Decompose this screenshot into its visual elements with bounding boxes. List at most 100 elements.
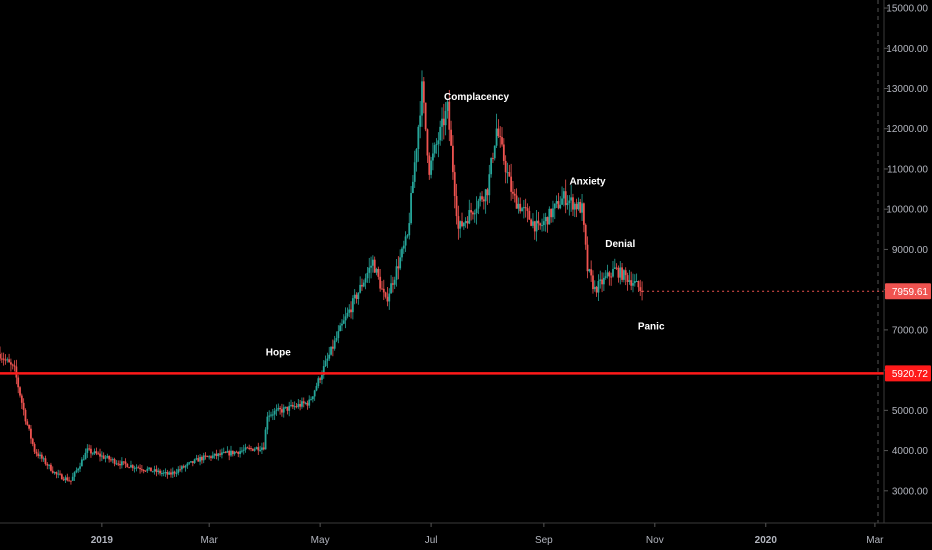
candle bbox=[512, 180, 514, 199]
candle-body bbox=[266, 416, 269, 430]
candle-body bbox=[328, 354, 331, 359]
candle bbox=[246, 446, 249, 449]
candle bbox=[68, 476, 71, 482]
candle-body bbox=[499, 136, 502, 138]
candle bbox=[391, 276, 394, 293]
annotation-denial[interactable]: Denial bbox=[605, 239, 635, 250]
candle bbox=[602, 272, 605, 291]
candle-body bbox=[208, 456, 211, 458]
annotation-complacency[interactable]: Complacency bbox=[444, 92, 509, 103]
candle bbox=[408, 212, 411, 240]
price-tick-label: 4000.00 bbox=[892, 446, 929, 457]
candle-body bbox=[146, 468, 149, 471]
candle bbox=[399, 249, 402, 271]
candle bbox=[228, 449, 231, 461]
annotation-hope[interactable]: Hope bbox=[266, 348, 291, 359]
candle-body bbox=[530, 219, 533, 226]
candle-body bbox=[593, 286, 596, 290]
candle bbox=[637, 280, 640, 293]
candle bbox=[80, 457, 83, 467]
candle bbox=[297, 398, 300, 409]
candle bbox=[628, 269, 631, 285]
candle bbox=[457, 205, 460, 240]
candle bbox=[370, 256, 372, 279]
price-tick-label: 11000.00 bbox=[887, 164, 928, 175]
candle bbox=[193, 458, 196, 464]
candle bbox=[319, 376, 322, 384]
candle-body bbox=[397, 266, 400, 269]
candle bbox=[324, 355, 327, 368]
candle bbox=[148, 467, 151, 471]
candle bbox=[624, 267, 627, 286]
candle bbox=[264, 427, 267, 450]
candle-body bbox=[97, 453, 100, 455]
candle bbox=[421, 70, 423, 127]
candle bbox=[375, 267, 378, 276]
candle-body bbox=[111, 459, 114, 461]
candle bbox=[157, 467, 160, 475]
candle bbox=[175, 468, 178, 477]
candle-body bbox=[157, 470, 160, 473]
candle bbox=[615, 263, 618, 270]
candle bbox=[355, 292, 358, 304]
candle-body bbox=[366, 272, 369, 279]
candle-body bbox=[137, 467, 140, 469]
candle bbox=[266, 411, 269, 435]
annotation-panic[interactable]: Panic bbox=[638, 321, 665, 332]
candle-body bbox=[628, 280, 631, 282]
candle-body bbox=[619, 267, 622, 278]
candle bbox=[341, 319, 343, 331]
candle bbox=[162, 469, 165, 477]
candle-body bbox=[166, 472, 169, 475]
candle-body bbox=[533, 221, 536, 232]
support-price-label: 5920.72 bbox=[892, 369, 929, 380]
candle bbox=[322, 360, 325, 379]
candle bbox=[128, 466, 131, 469]
candle bbox=[304, 401, 307, 405]
candle-body bbox=[635, 281, 638, 283]
candle bbox=[90, 445, 92, 458]
candle bbox=[95, 447, 98, 456]
candle-body bbox=[470, 210, 472, 213]
candle-body bbox=[106, 456, 109, 458]
candle bbox=[284, 406, 287, 409]
candle bbox=[153, 465, 156, 475]
candle-body bbox=[170, 472, 172, 475]
candle-body bbox=[268, 415, 271, 417]
candle-body bbox=[160, 473, 163, 475]
candle-body bbox=[64, 477, 67, 481]
candle-body bbox=[548, 208, 551, 225]
candle bbox=[601, 272, 603, 293]
candle-body bbox=[541, 225, 543, 227]
candle-body bbox=[0, 354, 1, 359]
candle-body bbox=[572, 197, 574, 210]
candle bbox=[302, 397, 305, 408]
price-tick-label: 12000.00 bbox=[886, 124, 928, 135]
candle-body bbox=[102, 455, 105, 459]
candle-body bbox=[199, 456, 201, 462]
candle bbox=[35, 449, 38, 457]
candle bbox=[231, 450, 234, 457]
candle bbox=[482, 196, 485, 210]
candle bbox=[261, 442, 263, 454]
time-axis[interactable]: 2019 Mar May Jul Sep Nov 2020 Mar bbox=[91, 523, 884, 546]
candle-body bbox=[248, 447, 251, 449]
candle bbox=[311, 396, 314, 403]
candle-body bbox=[295, 406, 298, 408]
annotation-anxiety[interactable]: Anxiety bbox=[569, 177, 606, 188]
candle bbox=[100, 451, 103, 462]
candle-body bbox=[553, 203, 556, 209]
candle bbox=[532, 213, 534, 229]
candle bbox=[510, 163, 513, 201]
candle bbox=[390, 275, 392, 294]
candle bbox=[410, 186, 412, 225]
candle bbox=[290, 399, 292, 408]
candle-body bbox=[582, 203, 585, 225]
candle bbox=[279, 405, 282, 415]
candle-body bbox=[270, 414, 272, 416]
candle-body bbox=[0, 358, 3, 360]
price-tick-label: 7000.00 bbox=[892, 325, 929, 336]
candle-body bbox=[561, 198, 563, 205]
candles-layer bbox=[0, 70, 643, 485]
